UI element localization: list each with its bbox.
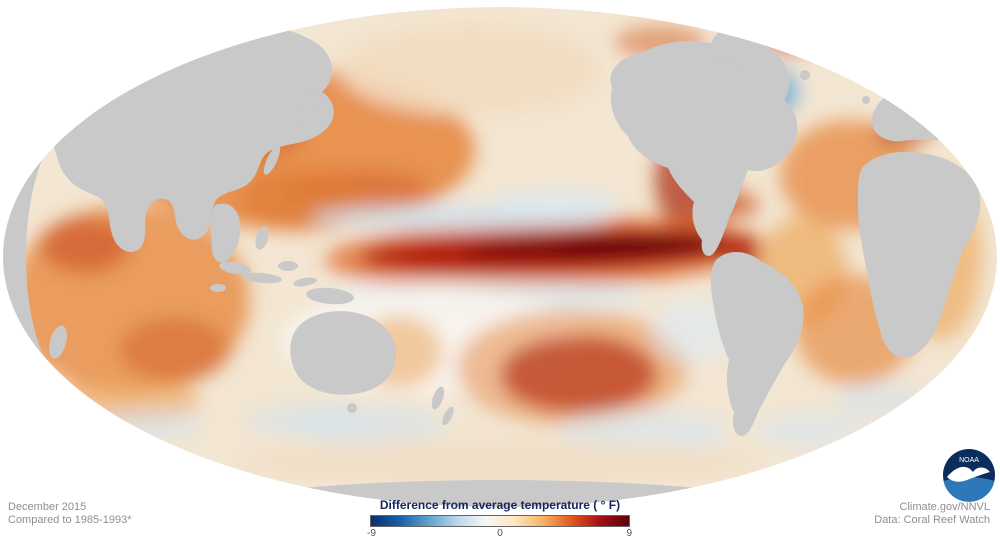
land-new-zealand [431,386,445,410]
noaa-logo: NOAA [942,448,996,502]
colorbar-tick-min: -9 [367,528,376,539]
colorbar-gradient [370,515,630,527]
land-australia [290,311,397,395]
land-southeast-asia [210,203,241,263]
colorbar-tick-max: 9 [626,528,632,539]
land-madagascar [49,325,67,359]
credits: Climate.gov/NNVL Data: Coral Reef Watch [874,501,990,527]
land-europe [871,87,982,142]
land-north-america [610,39,798,257]
noaa-logo-sea [943,477,995,502]
colorbar-title: Difference from average temperature ( ° … [379,498,621,512]
land-new-guinea [306,287,354,305]
noaa-logo-gull [947,466,990,482]
land-scandinavia [872,46,912,74]
credit-data: Data: Coral Reef Watch [874,514,990,526]
land-africa [857,151,981,358]
colorbar: Difference from average temperature ( ° … [360,498,640,540]
date-label: December 2015 [8,501,87,513]
land-japan [263,145,281,175]
colorbar-ticks: -9 0 9 [367,528,632,540]
caption-left: December 2015 Compared to 1985-1993* [8,501,132,527]
land-south-america [710,251,804,437]
baseline-label: Compared to 1985-1993* [8,514,132,526]
land-kamchatka [300,85,316,125]
noaa-logo-text: NOAA [959,457,979,464]
colorbar-tick-mid: 0 [497,528,503,539]
credit-source: Climate.gov/NNVL [899,501,990,513]
